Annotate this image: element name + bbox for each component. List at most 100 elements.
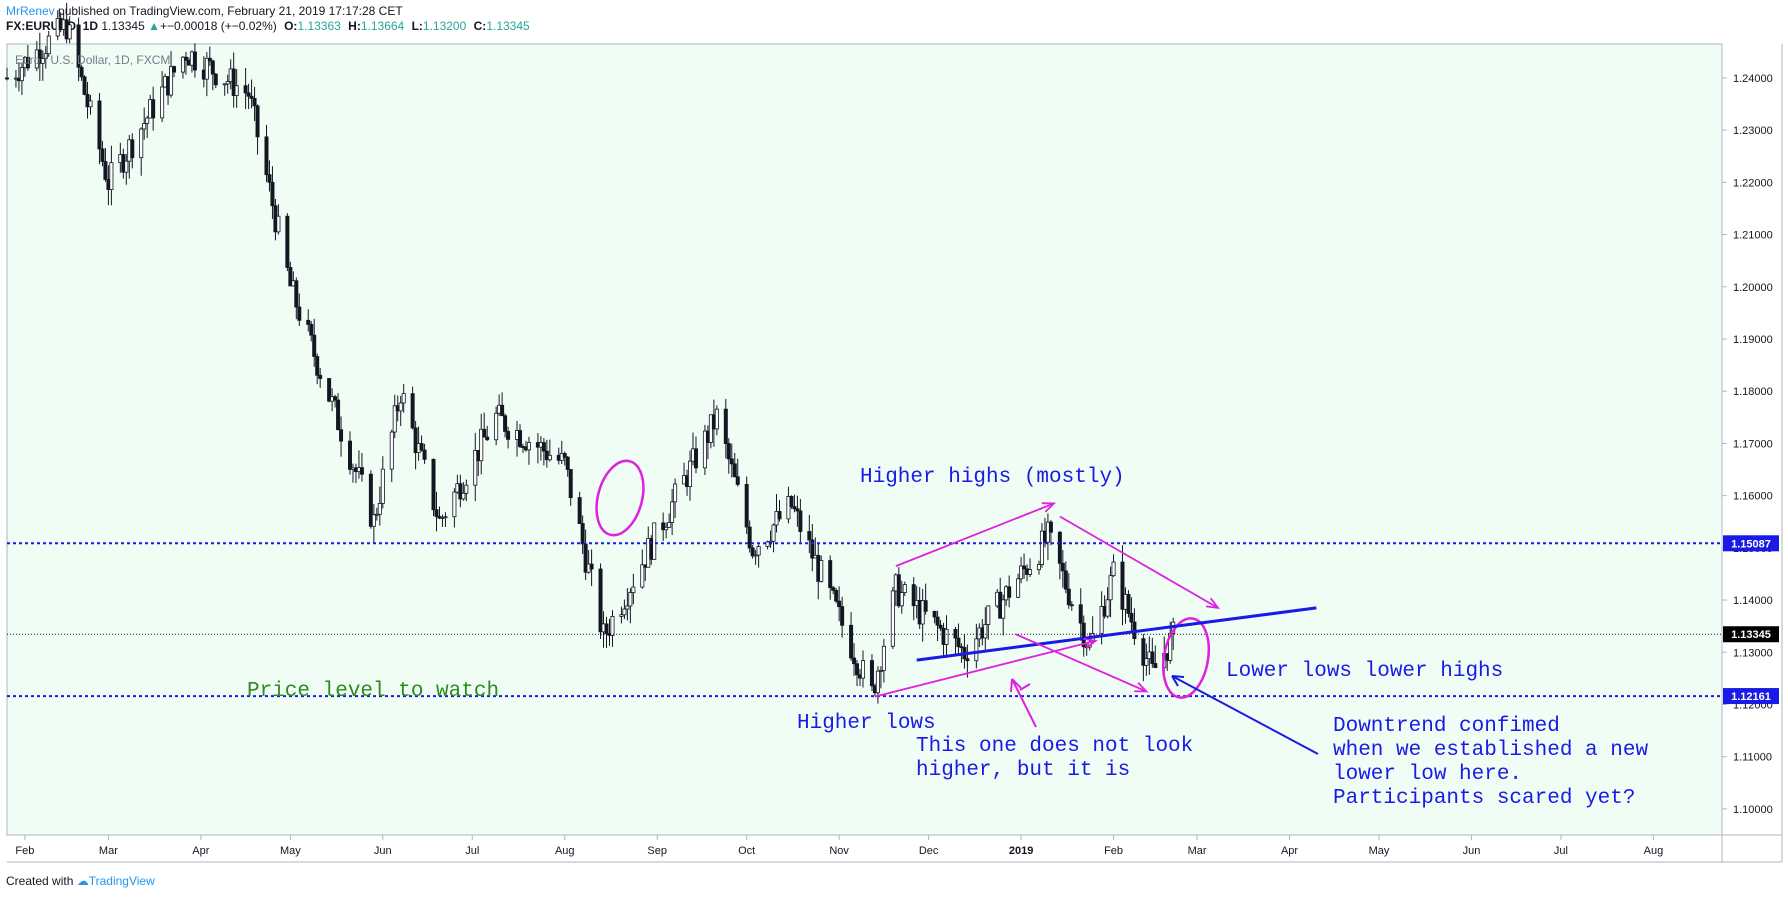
candle-body (518, 430, 523, 447)
y-tick-label: 1.21000 (1733, 230, 1773, 242)
annotation-price-level: Price level to watch (247, 680, 499, 703)
candle-body (204, 57, 209, 80)
candle-body (309, 323, 314, 336)
candle-body (130, 139, 135, 159)
candle-body (562, 453, 567, 458)
x-tick-label: May (1369, 845, 1390, 857)
level-badge-label: 1.15087 (1731, 538, 1771, 550)
y-tick-label: 1.19000 (1733, 334, 1773, 346)
candle-body (944, 628, 949, 645)
annotation-higher-lows: Higher lows (797, 712, 936, 735)
chart-title: Euro / U.S. Dollar, 1D, FXCM (15, 53, 170, 67)
x-tick-label: Jun (374, 845, 392, 857)
x-tick-label: Oct (738, 845, 755, 857)
candle-body (458, 483, 463, 500)
candle-body (1048, 521, 1053, 533)
candle-body (610, 616, 615, 636)
candle-body (1150, 651, 1155, 664)
candle-body (79, 66, 84, 78)
higher-lows-arrow[interactable] (874, 639, 1096, 698)
candle-body (347, 440, 352, 470)
candle-body (169, 66, 174, 96)
candle-body (1063, 570, 1068, 590)
candle-body (1081, 622, 1086, 648)
candle-body (1007, 586, 1012, 598)
candle-body (983, 624, 988, 639)
candle-body (82, 76, 87, 95)
tradingview-link[interactable]: TradingView (88, 874, 155, 888)
candle-body (1069, 604, 1074, 607)
symbol-label[interactable]: FX:EURUSD, 1D (6, 19, 99, 33)
candle-body (1126, 593, 1131, 614)
candle-body (380, 468, 385, 504)
candle-body (40, 58, 45, 64)
y-axis-ticks: 1.24000 1.23000 1.22000 1.21000 1.20000 1.190… (1722, 73, 1773, 816)
candle-body (625, 605, 630, 610)
candle-body (920, 600, 925, 625)
plot-area[interactable] (6, 43, 1723, 836)
pointer-this-one-arrowhead (1010, 678, 1022, 693)
candle-body (881, 645, 886, 671)
annotation-downtrend-line-1: Downtrend confimed (1333, 715, 1560, 738)
candle-body (747, 526, 752, 549)
higher-highs-arrow[interactable] (895, 502, 1055, 567)
candle-body (735, 476, 740, 485)
candle-body (494, 412, 499, 441)
candle-body (577, 497, 582, 524)
candle-series (5, 2, 1176, 704)
candle-body (852, 657, 857, 665)
candle-body (1066, 588, 1071, 606)
candle-body (252, 97, 257, 107)
x-tick-label: Feb (15, 845, 34, 857)
tradingview-logo-icon: ☁ (76, 874, 89, 888)
candle-body (315, 356, 320, 376)
publish-info: published on TradingView.com, February 2… (54, 4, 403, 18)
candle-body (798, 510, 803, 532)
candle-body (37, 49, 42, 64)
x-tick-label: Jun (1463, 845, 1481, 857)
candle-body (875, 670, 880, 694)
candle-body (401, 393, 406, 404)
drawing-layer (595, 459, 1319, 755)
candle-body (461, 492, 466, 500)
open-value: 1.13363 (297, 19, 341, 33)
candle-body (896, 574, 901, 607)
author-link[interactable]: MrRenev (6, 4, 55, 18)
candle-body (479, 428, 484, 462)
circle-february-lows (1161, 617, 1211, 699)
annotation-this-one-line-1: This one does not look (916, 735, 1193, 758)
candle-body (312, 334, 317, 357)
candle-body (661, 522, 666, 531)
candle-body (693, 448, 698, 469)
lower-highs-arrow[interactable] (1059, 515, 1219, 609)
level-lines (7, 542, 1722, 698)
level-badge-label: 1.12161 (1731, 691, 1771, 703)
candle-body (1019, 565, 1024, 580)
ohlc-line: FX:EURUSD, 1D 1.13345 ▲+−0.00018 (+−0.02… (6, 19, 530, 34)
pointer-downtrend-arrowhead (1171, 675, 1185, 687)
rising-trendline[interactable] (916, 606, 1317, 662)
current-price-label: 1.13345 (1731, 629, 1771, 641)
candle-body (46, 35, 51, 55)
candle-body (729, 458, 734, 465)
candle-body (834, 590, 839, 602)
candle-body (306, 319, 311, 325)
candle-body (368, 473, 373, 527)
candle-body (374, 513, 379, 516)
current-price-badge (1723, 626, 1779, 643)
candle-body (723, 408, 728, 444)
candle-body (234, 85, 239, 96)
candle-body (103, 161, 108, 180)
lower-lows-arrow[interactable] (1014, 633, 1147, 693)
candle-body (756, 546, 761, 556)
candle-body (589, 563, 594, 570)
candle-body (861, 660, 866, 679)
candle-body (225, 81, 230, 85)
candle-body (849, 624, 854, 659)
candle-body (371, 514, 376, 527)
x-tick-label: 2019 (1009, 845, 1033, 857)
candle-body (43, 53, 48, 59)
candle-body (750, 547, 755, 557)
footer: Created with ☁TradingView (6, 874, 155, 888)
